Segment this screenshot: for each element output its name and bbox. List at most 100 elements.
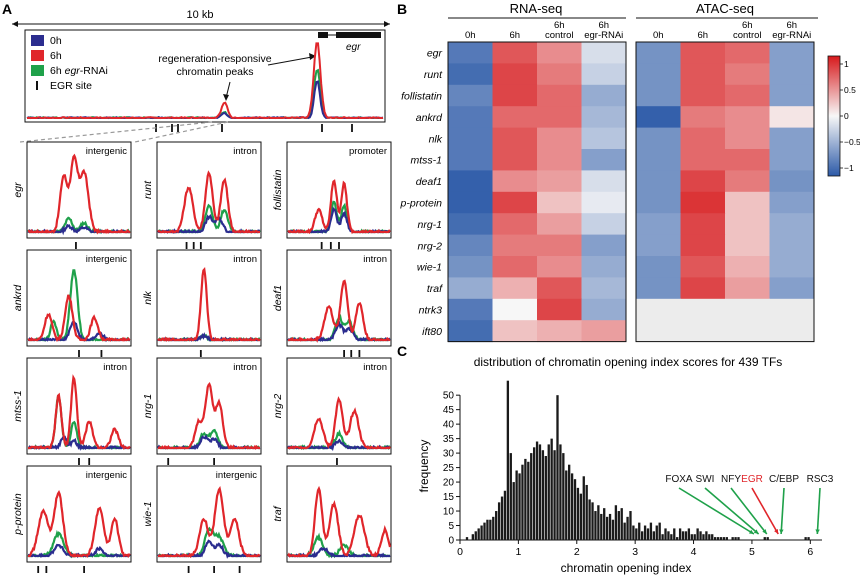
heatmap-cell-rna xyxy=(448,298,493,321)
gene-label: egr xyxy=(346,42,361,53)
heatmap-cell-atac xyxy=(680,127,726,150)
heatmap-cell-rna xyxy=(537,277,582,300)
track-frame xyxy=(26,141,132,239)
heatmap-row-label: traf xyxy=(427,283,443,295)
heatmap-cell-rna xyxy=(492,63,538,86)
bar xyxy=(635,528,638,540)
atac-title: ATAC-seq xyxy=(696,1,754,16)
heatmap-cell-atac xyxy=(636,320,681,343)
bar xyxy=(591,502,594,540)
bar xyxy=(556,395,559,540)
heatmap-cell-rna xyxy=(581,106,627,129)
track-curve xyxy=(287,179,391,235)
track-gene-label: follistatin xyxy=(272,169,284,210)
legend-label: EGR site xyxy=(50,80,92,92)
bar xyxy=(693,534,696,540)
bar xyxy=(568,464,571,540)
x-tick-label: 0 xyxy=(457,546,463,558)
bar xyxy=(670,534,673,540)
bar xyxy=(477,528,480,540)
heatmap-cell-atac xyxy=(725,213,770,236)
heatmap-cell-rna xyxy=(492,191,538,214)
heatmap-cell-atac xyxy=(680,63,726,86)
heatmap-cell-atac xyxy=(725,298,770,321)
track-curve xyxy=(287,396,391,450)
track-frame xyxy=(26,249,132,347)
rna-title: RNA-seq xyxy=(510,1,563,16)
track-gene-label: p-protein xyxy=(12,493,24,536)
rna-frame xyxy=(447,41,627,343)
scale-right-arrow-icon xyxy=(384,21,390,27)
bar xyxy=(667,531,670,540)
panel-b: B RNA-seq ATAC-seq 0h 6h6hcontrol6hegr-RN… xyxy=(397,1,860,343)
annotation-arrow xyxy=(730,487,768,535)
track-panel: egr intergenic xyxy=(12,141,132,249)
bar xyxy=(579,493,583,540)
heatmap-cell-atac xyxy=(769,42,815,64)
bar xyxy=(702,534,705,540)
heatmap-row-label: ankrd xyxy=(416,112,443,124)
heatmap-cell-atac xyxy=(636,256,681,278)
bar xyxy=(608,513,612,540)
heatmap-cell-rna xyxy=(492,42,538,64)
bar xyxy=(594,511,597,540)
heatmap-cell-atac xyxy=(725,42,770,64)
heatmap-cell-rna xyxy=(581,320,627,343)
bar xyxy=(544,456,547,540)
bar xyxy=(623,522,626,540)
track-region-label: intron xyxy=(363,362,387,373)
atac-frame xyxy=(635,41,815,343)
track-gene-label: mtss-1 xyxy=(12,390,24,422)
heatmap-cell-rna xyxy=(581,213,627,236)
heatmap-cell-rna xyxy=(581,298,627,321)
legend-swatch xyxy=(31,65,44,76)
y-tick-label: 35 xyxy=(443,434,455,445)
bar xyxy=(582,476,585,540)
x-tick-label: 1 xyxy=(515,546,521,558)
track-frame xyxy=(156,249,262,347)
heatmap-cell-rna xyxy=(537,84,582,107)
bar xyxy=(725,537,728,540)
heatmap-row-label: ntrk3 xyxy=(419,305,443,317)
annotation-label: SWI xyxy=(696,474,715,485)
bar xyxy=(681,531,685,540)
arrow-head-icon xyxy=(779,529,784,534)
track-curve xyxy=(287,485,392,558)
bar xyxy=(497,502,501,540)
bar xyxy=(807,537,810,540)
heatmap-cell-atac xyxy=(769,84,815,107)
track-region-label: intron xyxy=(103,362,127,373)
track-region-label: intron xyxy=(363,254,387,265)
chart-title: distribution of chromatin opening index … xyxy=(474,355,783,369)
heatmap-cell-rna xyxy=(537,298,582,321)
heatmap-cell-atac xyxy=(636,298,681,321)
bar xyxy=(687,528,691,540)
heatmap-cell-atac xyxy=(680,298,726,321)
heatmap-cell-atac xyxy=(680,84,726,107)
heatmap-cell-rna xyxy=(581,42,627,64)
bar xyxy=(766,537,769,540)
heatmap-row-label: wie-1 xyxy=(417,262,442,274)
bar xyxy=(629,511,632,540)
scale-left-arrow-icon xyxy=(12,21,18,27)
track-panel: nrg-1 intron xyxy=(142,357,262,465)
heatmap-cell-atac xyxy=(769,298,815,321)
heatmap-cell-atac xyxy=(636,234,681,257)
bar xyxy=(804,537,807,540)
gene-exon-2 xyxy=(336,32,381,38)
bar xyxy=(643,525,647,540)
heatmap-cell-rna xyxy=(492,298,538,321)
bar xyxy=(597,505,600,540)
track-panel: nrg-2 intron xyxy=(272,357,392,465)
bar xyxy=(649,522,653,540)
heatmap-row-label: ift80 xyxy=(422,326,442,338)
heatmap-cell-atac xyxy=(680,170,726,193)
track-curve xyxy=(158,485,261,559)
heatmap-cell-atac xyxy=(725,234,770,257)
heatmap-cell-rna xyxy=(448,234,493,257)
y-tick-label: 25 xyxy=(443,463,455,474)
bar xyxy=(559,444,562,540)
heatmap-col-header: 6h xyxy=(786,20,797,31)
colorbar-tick-label: 1 xyxy=(844,59,849,69)
bar xyxy=(676,537,679,540)
